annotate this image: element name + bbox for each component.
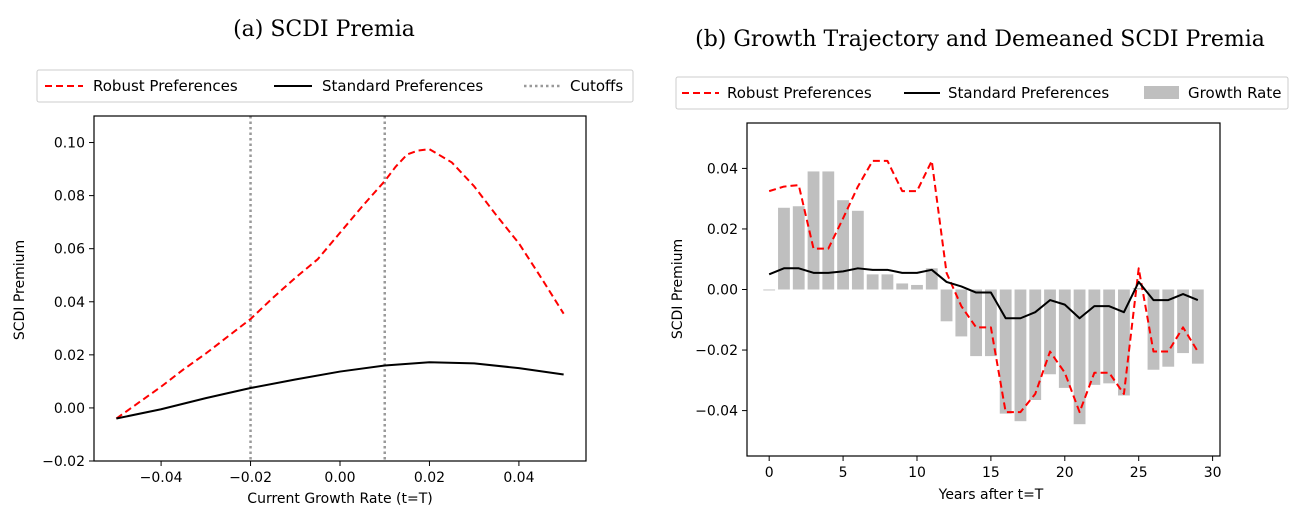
panel-a-ylabel: SCDI Premium [12, 240, 28, 340]
panel-b-growth-bar-19 [1044, 289, 1056, 375]
panel-b-growth-bar-18 [1029, 289, 1042, 400]
panel-a-xtick-label-2: 0.00 [324, 470, 355, 486]
panel-b-growth-bar-10 [911, 284, 923, 290]
panel-b-growth-bar-6 [851, 210, 864, 290]
panel-a-ytick-label-2: 0.02 [54, 348, 85, 364]
panel-a-xtick-label-3: 0.02 [414, 470, 445, 486]
panel-b-ytick-label-3: 0.02 [707, 222, 738, 238]
panel-b-growth-bar-4 [822, 171, 835, 290]
panel-b-xtick-label-5: 25 [1130, 465, 1148, 481]
panel-b-growth-bar-15 [984, 289, 997, 357]
panel-b-growth-bar-25 [1132, 287, 1145, 290]
panel-b-growth-bar-8 [881, 274, 894, 290]
panel-a-legend: Robust Preferences Standard Preferences … [36, 69, 634, 103]
panel-a-title: (a) SCDI Premia [233, 17, 415, 42]
panel-a-ytick-label-3: 0.04 [54, 295, 85, 311]
panel-b-growth-bar-21 [1073, 289, 1086, 425]
panel-b-growth-bar-7 [866, 274, 879, 290]
panel-a-axes-frame [93, 115, 587, 462]
panel-b-growth-bar-13 [955, 289, 968, 337]
panel-b-growth-bar-22 [1088, 289, 1101, 385]
panel-b-growth-bar-5 [837, 200, 849, 290]
panel-b-growth-bar-3 [807, 171, 820, 290]
panel-b-growth-bar-20 [1058, 289, 1071, 388]
panel-b-standard-series-line [768, 267, 1199, 320]
panel-b-growth-bar-14 [970, 289, 983, 357]
panel-b-robust-series-line [768, 159, 1199, 414]
panel-a-ytick-label-4: 0.06 [54, 242, 85, 258]
panel-b-growth-bar-1 [778, 207, 790, 290]
panel-b: (b) Growth Trajectory and Demeaned SCDI … [670, 27, 1289, 503]
panel-b-xlabel: Years after t=T [938, 487, 1044, 503]
panel-b-growth-bar-17 [1014, 289, 1027, 422]
legend-cutoffs-label-a: Cutoffs [570, 77, 623, 95]
panel-b-growth-bar-16 [999, 289, 1012, 414]
legend-growth-swatch-b [1144, 86, 1179, 99]
panel-b-growth-bar-24 [1118, 289, 1130, 396]
panel-b-growth-bar-9 [896, 283, 909, 290]
panel-b-growth-bar-2 [792, 206, 805, 290]
panel-b-growth-bar-29 [1191, 289, 1204, 364]
panel-b-xtick-label-6: 30 [1204, 465, 1222, 481]
legend-robust-label-a: Robust Preferences [93, 77, 238, 95]
legend-robust-label-b: Robust Preferences [727, 84, 872, 102]
panel-b-xtick-label-3: 15 [982, 465, 1000, 481]
panel-a-ytick-label-0: −0.02 [42, 454, 85, 470]
panel-b-plot-area [763, 159, 1204, 425]
panel-b-xtick-label-4: 20 [1056, 465, 1074, 481]
panel-a-ytick-label-1: 0.00 [54, 401, 85, 417]
panel-b-ytick-label-2: 0.00 [707, 283, 738, 299]
panel-b-growth-bar-12 [940, 289, 953, 322]
panel-b-xtick-label-1: 5 [839, 465, 848, 481]
legend-growth-label-b: Growth Rate [1188, 84, 1281, 102]
panel-b-legend: Robust Preferences Standard Preferences … [675, 76, 1289, 110]
panel-b-growth-bar-11 [925, 268, 938, 290]
panel-a-xtick-label-4: 0.04 [503, 470, 534, 486]
panel-b-growth-bar-23 [1103, 289, 1116, 384]
panel-b-growth-bar-26 [1147, 289, 1160, 370]
legend-standard-label-a: Standard Preferences [322, 77, 483, 95]
panel-a-xlabel: Current Growth Rate (t=T) [247, 491, 432, 507]
legend-standard-label-b: Standard Preferences [948, 84, 1109, 102]
panel-b-growth-bar-0 [763, 289, 776, 291]
panel-b-ytick-label-0: −0.04 [695, 404, 738, 420]
panel-a-standard-series-line [116, 361, 564, 420]
panel-a-ytick-label-5: 0.08 [54, 189, 85, 205]
panel-b-xtick-label-2: 10 [908, 465, 926, 481]
panel-b-ytick-label-4: 0.04 [707, 161, 738, 177]
panel-b-title: (b) Growth Trajectory and Demeaned SCDI … [695, 27, 1265, 52]
panel-b-growth-bar-27 [1162, 289, 1175, 367]
panel-a-xtick-label-0: −0.04 [140, 470, 183, 486]
panel-a-robust-series-line [115, 148, 565, 420]
panel-a: (a) SCDI Premia Robust Preferences Stand… [12, 17, 634, 507]
panel-b-xtick-label-0: 0 [765, 465, 774, 481]
panel-a-plot-area [115, 116, 565, 461]
panel-b-ylabel: SCDI Premium [670, 239, 686, 339]
panel-b-ytick-label-1: −0.02 [695, 343, 738, 359]
panel-a-ytick-label-6: 0.10 [54, 136, 85, 152]
panel-a-xtick-label-1: −0.02 [229, 470, 272, 486]
panel-b-growth-bar-28 [1177, 289, 1189, 354]
